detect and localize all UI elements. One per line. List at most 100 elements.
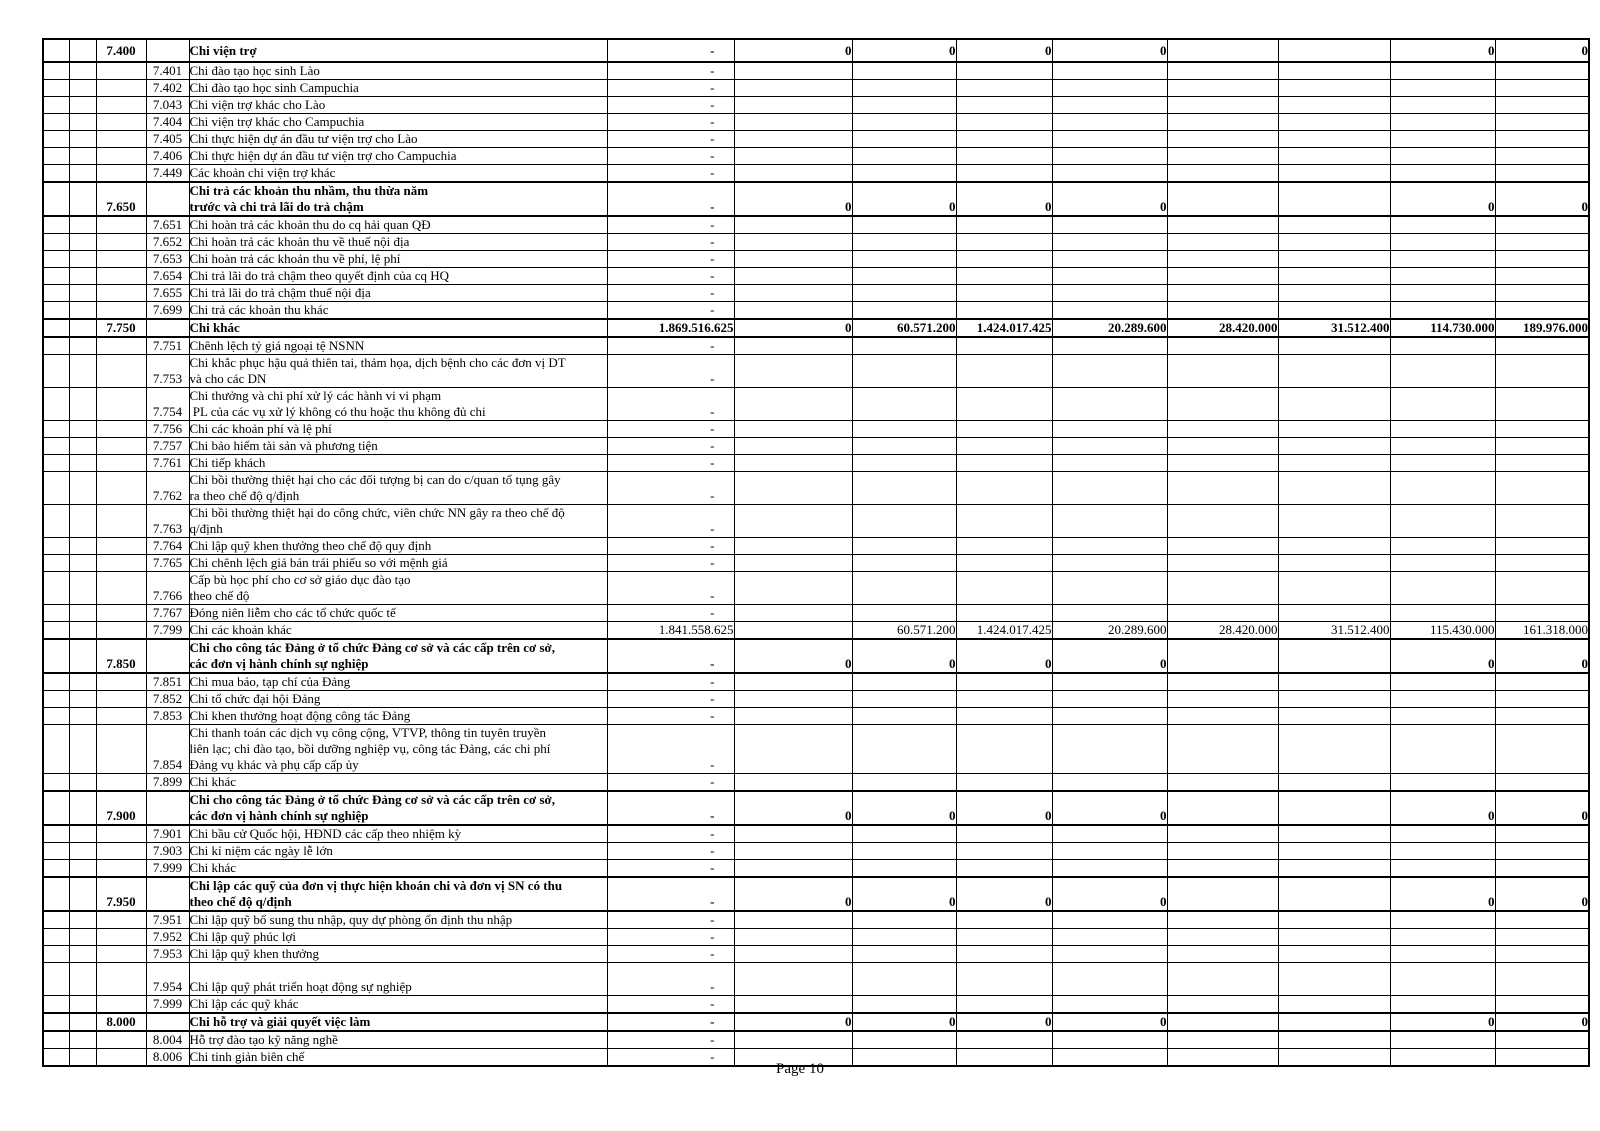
sub-code-cell: 7.761 (145, 454, 190, 472)
value-cell: 28.420.000 (1166, 318, 1279, 338)
spacer-cell (68, 79, 97, 97)
group-code-cell (95, 61, 147, 80)
group-code-cell (95, 707, 147, 725)
value-cell (733, 301, 853, 320)
description-cell: Chi trả các khoản thu khác (188, 301, 608, 320)
spacer-cell (68, 773, 97, 792)
spacer-cell (42, 824, 70, 843)
value-cell (1166, 250, 1279, 268)
value-cell (733, 420, 853, 438)
value-cell: 1.869.516.625 (606, 318, 735, 338)
group-code-cell: 7.750 (95, 318, 147, 338)
spacer-cell (68, 554, 97, 572)
value-cell (1166, 454, 1279, 472)
value-cell: - (606, 181, 735, 217)
value-cell (733, 250, 853, 268)
description-cell: Chi cho công tác Đảng ở tổ chức Đảng cơ … (188, 790, 608, 826)
value-cell: 0 (851, 38, 957, 63)
spacer-cell (68, 250, 97, 268)
description-cell: Chi tổ chức đại hội Đảng (188, 690, 608, 708)
value-cell (1277, 724, 1391, 774)
spacer-cell (42, 267, 70, 285)
spacer-cell (42, 147, 70, 165)
sub-code-cell: 7.952 (145, 928, 190, 946)
description-cell: Cấp bù học phí cho cơ sở giáo dục đào tạ… (188, 571, 608, 605)
spacer-cell (42, 604, 70, 622)
group-code-cell (95, 859, 147, 878)
table-row: 7.653 Chi hoàn trả các khoản thu về phí, … (42, 250, 1590, 268)
value-cell (1166, 437, 1279, 455)
sub-code-cell: 7.763 (145, 504, 190, 538)
value-cell: - (606, 387, 735, 421)
value-cell: - (606, 354, 735, 388)
group-code-cell (95, 945, 147, 963)
table-row: 7.405 Chi thực hiện dự án đầu tư viện trợ… (42, 130, 1590, 148)
sub-code-cell: 7.767 (145, 604, 190, 622)
value-cell: 0 (733, 1012, 853, 1032)
value-cell (1051, 724, 1168, 774)
value-cell (733, 336, 853, 355)
value-cell (1389, 928, 1496, 946)
group-code-cell (95, 504, 147, 538)
value-cell: 0 (1494, 876, 1590, 912)
description-cell: Chi đào tạo học sinh Lào (188, 61, 608, 80)
spacer-cell (42, 1030, 70, 1049)
table-row: 7.753 Chi khắc phục hậu quả thiên tai, th… (42, 354, 1590, 388)
value-cell (1277, 471, 1391, 505)
description-line: Chi khen thưởng hoạt động công tác Đảng (189, 708, 411, 724)
sub-code-cell (145, 638, 190, 674)
spacer-cell (68, 707, 97, 725)
value-cell (955, 420, 1053, 438)
sub-code-cell: 7.764 (145, 537, 190, 555)
group-code-cell (95, 387, 147, 421)
table-row: 7.406 Chi thực hiện dự án đầu tư viện trợ… (42, 147, 1590, 165)
value-cell (1051, 437, 1168, 455)
value-cell (733, 471, 853, 505)
value-cell (1494, 859, 1590, 878)
value-cell (1166, 267, 1279, 285)
value-cell (1277, 537, 1391, 555)
spacer-cell (42, 859, 70, 878)
table-row: 7.751 Chênh lệch tỷ giá ngoại tệ NSNN - (42, 336, 1590, 355)
value-cell: 1.841.558.625 (606, 621, 735, 640)
description-line: Đảng vụ khác và phụ cấp cấp ủy (189, 757, 359, 772)
value-cell (851, 504, 957, 538)
description-cell: Chi cho công tác Đảng ở tổ chức Đảng cơ … (188, 638, 608, 674)
value-cell (1277, 928, 1391, 946)
value-cell: 0 (733, 638, 853, 674)
group-code-cell: 7.400 (95, 38, 147, 63)
description-line: liên lạc; chi đào tạo, bồi dưỡng nghiệp … (189, 741, 551, 756)
value-cell: 0 (955, 790, 1053, 826)
spacer-cell (42, 336, 70, 355)
value-cell (1389, 336, 1496, 355)
description-cell: Chi tinh giản biên chế (188, 1048, 608, 1067)
spacer-cell (68, 96, 97, 114)
value-cell (1494, 824, 1590, 843)
value-cell (955, 571, 1053, 605)
description-cell: Chênh lệch tỷ giá ngoại tệ NSNN (188, 336, 608, 355)
value-cell (955, 113, 1053, 131)
description-cell: Chi hoàn trả các khoản thu về phí, lệ ph… (188, 250, 608, 268)
value-cell (1277, 147, 1391, 165)
value-cell: 0 (1494, 181, 1590, 217)
sub-code-cell: 7.404 (145, 113, 190, 131)
value-cell (1166, 554, 1279, 572)
value-cell (1277, 454, 1391, 472)
value-cell: - (606, 215, 735, 234)
group-code-cell (95, 130, 147, 148)
value-cell (851, 267, 957, 285)
value-cell (955, 1030, 1053, 1049)
description-cell: Đóng niên liễm cho các tổ chức quốc tế (188, 604, 608, 622)
spacer-cell (42, 284, 70, 302)
value-cell (1051, 454, 1168, 472)
value-cell: 0 (851, 638, 957, 674)
description-cell: Chi khác (188, 318, 608, 338)
value-cell (955, 945, 1053, 963)
sub-code-cell: 7.766 (145, 571, 190, 605)
spacer-cell (68, 995, 97, 1014)
spacer-cell (68, 928, 97, 946)
spacer-cell (42, 61, 70, 80)
spacer-cell (42, 773, 70, 792)
group-code-cell (95, 995, 147, 1014)
group-code-cell (95, 910, 147, 929)
